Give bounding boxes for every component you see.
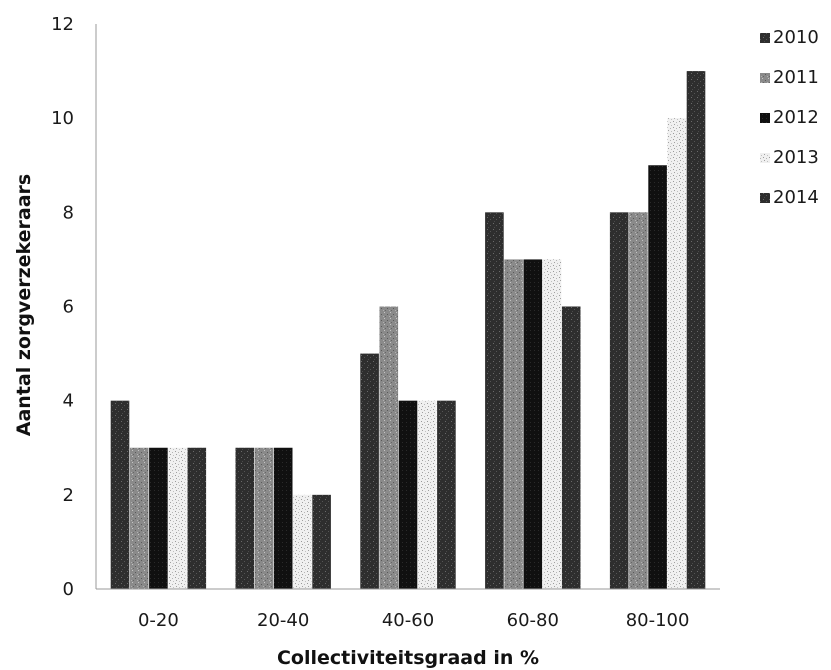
bar-2011-20-40 [254, 447, 274, 589]
x-tick-labels: 0-20 20-40 40-60 60-80 80-100 [138, 610, 690, 631]
bar-2012-60-80 [523, 259, 543, 589]
bar-2014-60-80 [561, 306, 581, 589]
bar-2013-40-60 [417, 400, 437, 589]
y-tick-label: 10 [51, 108, 74, 129]
y-tick-label: 4 [63, 391, 74, 412]
bar-2010-40-60 [360, 353, 379, 589]
bar-2011-40-60 [379, 306, 399, 589]
x-tick-label: 60-80 [507, 610, 559, 631]
y-tick-label: 0 [63, 579, 74, 600]
legend-swatch-2012 [760, 113, 770, 123]
bar-2010-80-100 [609, 212, 629, 589]
legend-swatch-2014 [760, 193, 770, 203]
bar-2010-20-40 [235, 447, 255, 589]
bar-2010-0-20 [110, 400, 130, 589]
x-axis-title: Collectiviteitsgraad in % [277, 647, 539, 669]
x-tick-label: 20-40 [257, 610, 309, 631]
legend-swatch-2010 [760, 33, 770, 43]
bar-2014-80-100 [686, 71, 706, 589]
y-axis-title: Aantal zorgverzekeraars [13, 174, 35, 436]
bar-2013-80-100 [667, 118, 687, 590]
bar-2014-20-40 [312, 494, 331, 589]
x-tick-label: 40-60 [382, 610, 434, 631]
y-tick-label: 2 [63, 485, 74, 506]
legend-label-2011: 2011 [773, 67, 819, 88]
y-tick-labels: 0 2 4 6 8 10 12 [51, 14, 74, 600]
legend-label-2012: 2012 [773, 107, 819, 128]
bar-2011-60-80 [504, 259, 523, 589]
legend-label-2010: 2010 [773, 27, 819, 48]
legend-label-2013: 2013 [773, 147, 819, 168]
bar-2011-0-20 [129, 447, 149, 589]
bar-2014-40-60 [437, 400, 456, 589]
bar-2010-60-80 [485, 212, 504, 589]
bar-2014-0-20 [187, 447, 207, 589]
legend-swatch-2011 [760, 73, 770, 83]
bar-2011-80-100 [629, 212, 648, 589]
plot-area [110, 71, 706, 590]
bar-2012-40-60 [398, 400, 418, 589]
bar-2013-20-40 [293, 494, 312, 589]
y-tick-label: 12 [51, 14, 74, 35]
x-tick-label: 0-20 [138, 610, 179, 631]
bar-2012-20-40 [273, 447, 293, 589]
bar-2012-0-20 [149, 447, 168, 589]
legend: 2010 2011 2012 2013 2014 [760, 27, 819, 208]
y-tick-label: 8 [63, 202, 74, 223]
bar-2013-60-80 [542, 259, 562, 589]
bar-2013-0-20 [168, 447, 187, 589]
legend-label-2014: 2014 [773, 187, 819, 208]
legend-swatch-2013 [760, 153, 770, 163]
y-tick-label: 6 [63, 297, 74, 318]
x-tick-label: 80-100 [626, 610, 690, 631]
bar-2012-80-100 [648, 165, 667, 589]
